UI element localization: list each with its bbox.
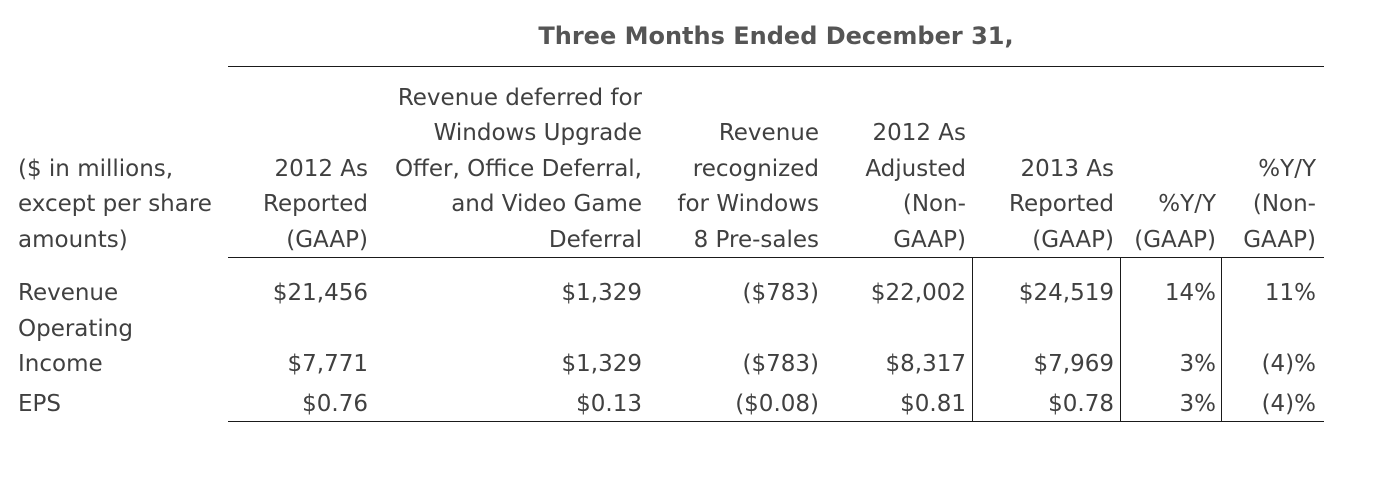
header-label: ($ in millions, except per share amounts) bbox=[18, 155, 212, 253]
cell-eps-yy-gaap: 3% bbox=[1179, 391, 1217, 417]
header-rule bbox=[228, 257, 1324, 258]
cell-opinc-presales: ($783) bbox=[742, 351, 819, 377]
row-label-revenue: Revenue bbox=[18, 280, 119, 306]
cell-revenue-2012-reported: $21,456 bbox=[272, 280, 368, 306]
top-rule bbox=[228, 66, 1324, 67]
cell-revenue-yy-gaap: 14% bbox=[1164, 280, 1216, 306]
row-label-eps: EPS bbox=[18, 391, 62, 417]
cell-eps-2012-adjusted: $0.81 bbox=[900, 391, 966, 417]
cell-opinc-yy-gaap: 3% bbox=[1179, 351, 1217, 377]
bottom-rule bbox=[228, 421, 1324, 422]
cell-opinc-yy-nongaap: (4)% bbox=[1261, 351, 1316, 377]
period-title: Three Months Ended December 31, bbox=[538, 22, 1014, 50]
cell-eps-deferred: $0.13 bbox=[576, 391, 642, 417]
cell-revenue-2012-adjusted: $22,002 bbox=[870, 280, 966, 306]
cell-eps-2013-reported: $0.78 bbox=[1048, 391, 1114, 417]
row-label-income: Income bbox=[18, 351, 103, 377]
cell-opinc-deferred: $1,329 bbox=[561, 351, 642, 377]
header-2013-reported: 2013 As Reported (GAAP) bbox=[1009, 155, 1114, 253]
header-yy-gaap: %Y/Y (GAAP) bbox=[1134, 191, 1216, 253]
row-label-operating: Operating bbox=[18, 316, 133, 342]
header-presales: Revenue recognized for Windows 8 Pre-sales bbox=[677, 120, 819, 253]
header-deferred: Revenue deferred for Windows Upgrade Offer… bbox=[394, 84, 642, 253]
header-2012-adjusted: 2012 As Adjusted (Non- GAAP) bbox=[865, 120, 966, 253]
cell-revenue-deferred: $1,329 bbox=[561, 280, 642, 306]
cell-revenue-yy-nongaap: 11% bbox=[1264, 280, 1316, 306]
header-2012-reported: 2012 As Reported (GAAP) bbox=[263, 155, 368, 253]
cell-opinc-2012-reported: $7,771 bbox=[287, 351, 368, 377]
separator-yy-nongaap-left bbox=[1221, 257, 1222, 422]
separator-2013-left bbox=[972, 257, 973, 422]
cell-opinc-2012-adjusted: $8,317 bbox=[885, 351, 966, 377]
cell-eps-presales: ($0.08) bbox=[735, 391, 819, 417]
cell-revenue-presales: ($783) bbox=[742, 280, 819, 306]
header-yy-nongaap: %Y/Y (Non- GAAP) bbox=[1243, 155, 1316, 253]
cell-eps-2012-reported: $0.76 bbox=[302, 391, 368, 417]
separator-yy-left bbox=[1120, 257, 1121, 422]
cell-opinc-2013-reported: $7,969 bbox=[1033, 351, 1114, 377]
cell-revenue-2013-reported: $24,519 bbox=[1018, 280, 1114, 306]
cell-eps-yy-nongaap: (4)% bbox=[1261, 391, 1316, 417]
